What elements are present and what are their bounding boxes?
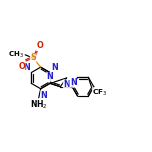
Text: N: N bbox=[47, 72, 53, 81]
Text: N: N bbox=[51, 63, 58, 72]
Text: S: S bbox=[30, 54, 36, 62]
Text: NH$_2$: NH$_2$ bbox=[30, 99, 47, 111]
Text: O: O bbox=[18, 62, 25, 71]
Text: O: O bbox=[37, 41, 44, 50]
Text: CH$_3$: CH$_3$ bbox=[8, 50, 24, 60]
Text: N: N bbox=[24, 63, 30, 72]
Text: N: N bbox=[70, 78, 77, 87]
Text: CF$_3$: CF$_3$ bbox=[92, 88, 108, 98]
Text: N: N bbox=[63, 80, 70, 89]
Text: N: N bbox=[41, 91, 47, 100]
